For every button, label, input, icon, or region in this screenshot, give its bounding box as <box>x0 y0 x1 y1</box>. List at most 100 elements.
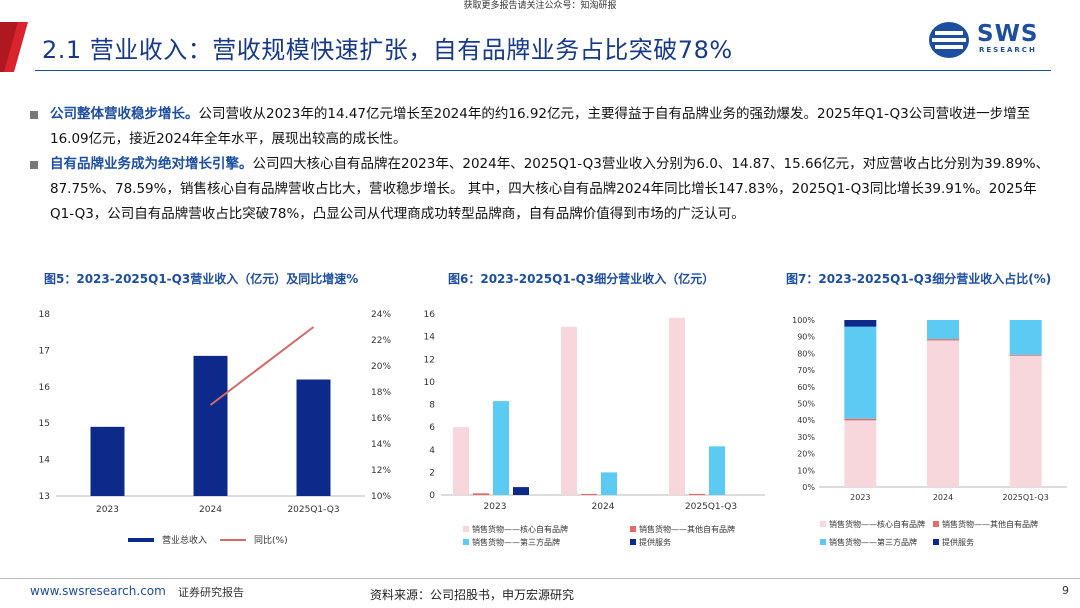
legend-label: 销售货物——核心自有品牌 <box>472 524 568 534</box>
x-tick-label: 2025Q1-Q3 <box>685 502 737 512</box>
y-tick-label: 15 <box>39 419 50 429</box>
legend-label: 同比(%) <box>254 534 288 546</box>
segment-bar <box>601 472 617 495</box>
y2-tick-label: 12% <box>371 466 391 476</box>
legend-swatch <box>820 539 826 545</box>
title-accent-shape <box>0 22 28 72</box>
growth-line <box>209 326 315 406</box>
legend-swatch <box>630 539 636 545</box>
x-tick-label: 2023 <box>484 502 507 512</box>
bullet-highlight: 自有品牌业务成为绝对增长引擎。 <box>50 156 253 172</box>
y-tick-label: 10 <box>424 378 436 388</box>
legend-swatch <box>630 526 636 532</box>
share-segment <box>927 320 959 340</box>
y-tick-label: 12 <box>424 355 435 365</box>
bullet-item: 自有品牌业务成为绝对增长引擎。公司四大核心自有品牌在2023年、2024年、20… <box>30 152 1060 227</box>
y-tick-label: 16 <box>424 310 436 320</box>
source-note: 资料来源：公司招股书，申万宏源研究 <box>370 588 575 602</box>
y-tick-label: 0% <box>802 483 815 492</box>
y2-tick-label: 18% <box>371 388 391 398</box>
segment-bar <box>669 317 685 495</box>
share-segment <box>927 339 959 341</box>
legend-swatch <box>933 539 939 545</box>
chart-revenue-growth: 13 14 15 16 17 18 10% 12% 14% 16% 18% 20% 22% 24% 2023… <box>39 310 392 546</box>
y-tick-label: 13 <box>39 492 50 502</box>
revenue-bar <box>296 379 331 496</box>
segment-bar <box>689 493 705 495</box>
x-tick-label: 2024 <box>592 502 615 512</box>
footer-label: 证券研究报告 <box>178 586 244 599</box>
figure-5-title: 图5：2023-2025Q1-Q3营业收入（亿元）及同比增速% <box>44 272 359 286</box>
page-title: 2.1 营业收入：营收规模快速扩张，自有品牌业务占比突破78% <box>42 36 733 64</box>
legend-swatch <box>463 539 469 545</box>
legend-swatch <box>463 526 469 532</box>
bullet-square-icon <box>30 161 38 169</box>
y-tick-label: 16 <box>39 383 51 393</box>
y-tick-label: 0 <box>429 491 435 501</box>
legend-swatch <box>820 521 826 527</box>
legend-label: 提供服务 <box>639 537 671 547</box>
y-tick-label: 30% <box>797 433 815 442</box>
y-tick-label: 50% <box>797 400 815 409</box>
y-tick-label: 17 <box>39 346 50 356</box>
segment-bar <box>453 427 469 495</box>
segment-bar <box>493 401 509 495</box>
logo-icon <box>929 22 969 58</box>
y-tick-label: 18 <box>39 310 51 320</box>
y2-tick-label: 24% <box>371 310 391 320</box>
x-tick-label: 2025Q1-Q3 <box>287 505 339 515</box>
legend-swatch <box>933 521 939 527</box>
figure-7-title: 图7：2023-2025Q1-Q3细分营业收入占比(%) <box>786 272 1052 286</box>
y-tick-label: 4 <box>429 446 435 456</box>
legend-label: 销售货物——其他自有品牌 <box>639 524 735 534</box>
share-segment <box>844 320 877 327</box>
legend-label: 销售货物——核心自有品牌 <box>829 519 925 529</box>
y-tick-label: 100% <box>792 316 815 325</box>
segment-bar <box>581 493 597 495</box>
chart-segment-share: 0% 10% 20% 30% 40% 50% 60% 70% 80% 90% 100% 2023 202… <box>792 316 1067 547</box>
y-tick-label: 70% <box>797 366 815 375</box>
y-tick-label: 40% <box>797 416 815 425</box>
share-segment <box>1009 354 1042 356</box>
share-segment <box>1009 355 1042 487</box>
legend-label: 销售货物——第三方品牌 <box>829 537 917 547</box>
title-divider <box>35 70 1051 71</box>
legend-label: 提供服务 <box>942 537 974 547</box>
y-tick-label: 8 <box>429 401 435 411</box>
y-tick-label: 90% <box>797 333 815 342</box>
x-tick-label: 2024 <box>933 493 953 502</box>
title-bar: 2.1 营业收入：营收规模快速扩张，自有品牌业务占比突破78% <box>0 20 920 72</box>
x-tick-label: 2023 <box>96 505 119 515</box>
logo-subtext: RESEARCH <box>979 46 1037 54</box>
y2-tick-label: 14% <box>371 440 391 450</box>
footer-url-link[interactable]: www.swsresearch.com <box>30 584 166 598</box>
segment-bar <box>513 487 529 495</box>
y-tick-label: 60% <box>797 383 815 392</box>
x-tick-label: 2023 <box>850 493 870 502</box>
y-tick-label: 2 <box>429 468 435 478</box>
y2-tick-label: 16% <box>371 414 391 424</box>
y-tick-label: 14 <box>424 333 436 343</box>
chart-segment-revenue: 0 2 4 6 8 10 12 14 16 2023 2024 2025Q1-Q3 销售货物——核心自有… <box>424 310 765 547</box>
y2-tick-label: 22% <box>371 336 391 346</box>
bullet-square-icon <box>30 111 38 119</box>
logo-text: SWS <box>977 21 1039 47</box>
revenue-bar <box>193 355 228 496</box>
bullet-text: 公司四大核心自有品牌在2023年、2024年、2025Q1-Q3营业收入分别为6… <box>50 156 1050 222</box>
share-segment <box>844 326 877 419</box>
x-tick-label: 2025Q1-Q3 <box>1003 493 1049 502</box>
bullet-text: 公司营收从2023年的14.47亿元增长至2024年的约16.92亿元，主要得益… <box>50 106 1031 147</box>
sws-logo: SWS RESEARCH <box>927 20 1067 60</box>
y2-tick-label: 20% <box>371 362 391 372</box>
legend-label: 销售货物——第三方品牌 <box>472 537 560 547</box>
top-note: 获取更多报告请关注公众号：知淘研报 <box>463 1 617 11</box>
segment-bar <box>473 493 489 495</box>
y-tick-label: 6 <box>429 423 435 433</box>
y-tick-label: 14 <box>39 456 51 466</box>
legend-label: 销售货物——其他自有品牌 <box>942 519 1038 529</box>
legend-swatch-revenue <box>128 538 154 542</box>
y-tick-label: 20% <box>797 450 815 459</box>
y-tick-label: 80% <box>797 349 815 358</box>
share-segment <box>927 340 959 487</box>
share-segment <box>1009 320 1042 355</box>
